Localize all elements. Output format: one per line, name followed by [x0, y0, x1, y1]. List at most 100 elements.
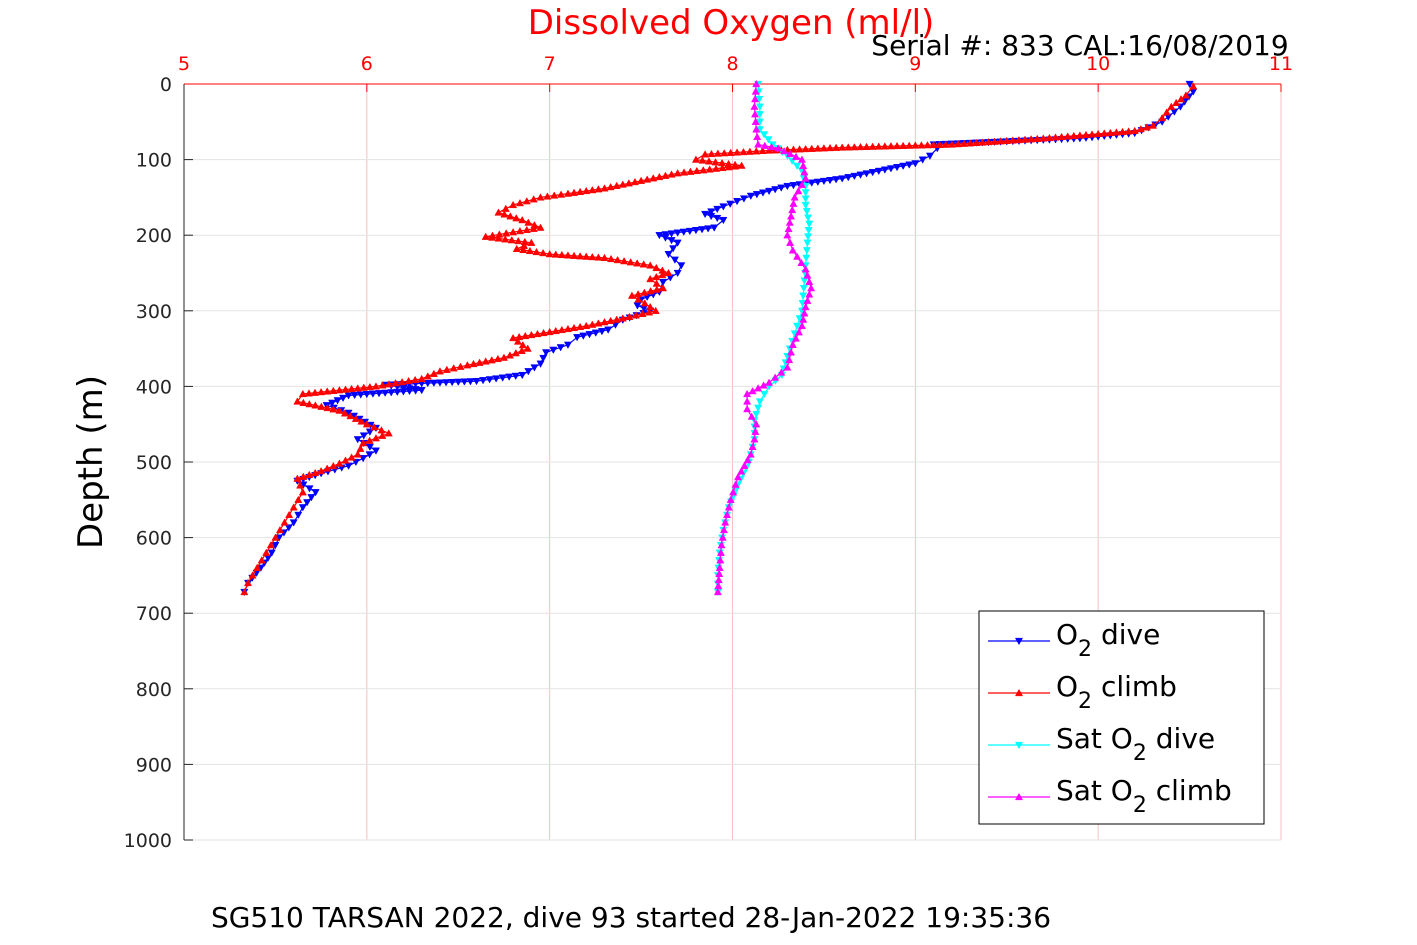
data-point	[807, 284, 816, 292]
data-point	[669, 245, 678, 253]
data-point	[724, 503, 733, 511]
data-point	[530, 364, 539, 372]
y-tick-label: 900	[136, 754, 172, 776]
data-point	[456, 362, 465, 370]
data-point	[783, 231, 792, 239]
data-point	[299, 472, 308, 480]
data-point	[754, 404, 763, 412]
data-point	[469, 359, 478, 368]
data-point	[515, 198, 524, 207]
series-2	[240, 82, 1198, 596]
data-point	[563, 341, 572, 349]
data-point	[350, 391, 359, 400]
data-point	[791, 334, 800, 342]
data-point	[576, 322, 585, 331]
data-point	[880, 166, 889, 174]
y-tick-label: 1000	[124, 830, 172, 852]
data-point	[329, 461, 338, 470]
data-point	[563, 251, 572, 259]
data-point	[612, 181, 621, 189]
data-point	[805, 290, 814, 298]
data-point	[673, 169, 682, 177]
data-point	[929, 140, 938, 149]
data-point	[651, 306, 660, 314]
data-point	[1081, 130, 1091, 139]
legend-label: O2 climb	[1056, 670, 1177, 714]
data-point	[500, 210, 509, 218]
data-point	[1167, 102, 1176, 110]
data-point	[793, 162, 802, 171]
data-point	[493, 354, 502, 363]
data-point	[679, 228, 688, 236]
data-point	[789, 182, 798, 190]
data-point	[305, 399, 314, 408]
data-point	[918, 156, 927, 164]
y-tick-label: 500	[136, 452, 172, 474]
data-point	[704, 225, 713, 233]
data-point	[423, 379, 432, 388]
data-point	[755, 103, 764, 111]
data-point	[612, 315, 621, 323]
data-point	[743, 455, 752, 464]
data-point	[289, 519, 298, 527]
data-point	[429, 379, 438, 387]
data-point	[685, 227, 694, 236]
data-point	[729, 488, 738, 496]
data-point	[298, 389, 307, 398]
data-point	[801, 195, 810, 203]
data-point	[661, 234, 670, 242]
data-point	[743, 397, 752, 405]
data-point	[588, 320, 597, 328]
data-point	[307, 494, 316, 502]
data-point	[618, 314, 627, 322]
data-point	[699, 166, 708, 174]
data-point	[704, 157, 714, 165]
data-point	[751, 110, 760, 118]
data-point	[767, 142, 776, 151]
data-point	[298, 504, 307, 512]
data-point	[755, 111, 764, 119]
data-point	[371, 447, 380, 455]
axes: 5 6 7 8 9 10 11 0 100 200 300 400 500 600 700 800 900 100…	[124, 53, 1293, 852]
data-point	[1130, 126, 1139, 135]
data-point	[655, 232, 664, 240]
data-point	[618, 180, 627, 188]
data-point	[805, 277, 814, 285]
data-point	[303, 499, 312, 507]
data-point	[1185, 80, 1194, 89]
data-point	[271, 542, 280, 550]
data-point	[1021, 135, 1030, 143]
legend-box	[978, 610, 1265, 825]
data-point	[533, 329, 542, 338]
data-point	[720, 149, 729, 157]
data-point	[819, 144, 828, 152]
data-point	[691, 227, 700, 235]
data-point	[719, 203, 728, 211]
data-point	[707, 149, 716, 158]
data-point	[339, 394, 348, 403]
data-point	[594, 185, 603, 193]
data-point	[805, 220, 814, 228]
data-point	[539, 354, 548, 363]
data-point	[819, 177, 828, 186]
data-point	[713, 587, 722, 596]
data-point	[365, 436, 374, 444]
data-point	[893, 141, 902, 150]
data-point	[356, 444, 365, 452]
data-point	[646, 302, 655, 311]
data-point	[748, 387, 757, 395]
data-point	[752, 125, 761, 133]
data-point	[793, 252, 802, 260]
data-point	[606, 316, 615, 325]
data-point	[750, 102, 759, 110]
data-point	[643, 175, 652, 183]
data-point	[536, 193, 545, 201]
data-point	[351, 458, 360, 467]
data-point	[780, 146, 789, 155]
data-point	[335, 386, 344, 394]
data-point	[317, 402, 326, 410]
data-point	[862, 170, 871, 178]
data-point	[783, 363, 792, 371]
data-point	[760, 141, 769, 149]
data-point	[502, 229, 511, 237]
